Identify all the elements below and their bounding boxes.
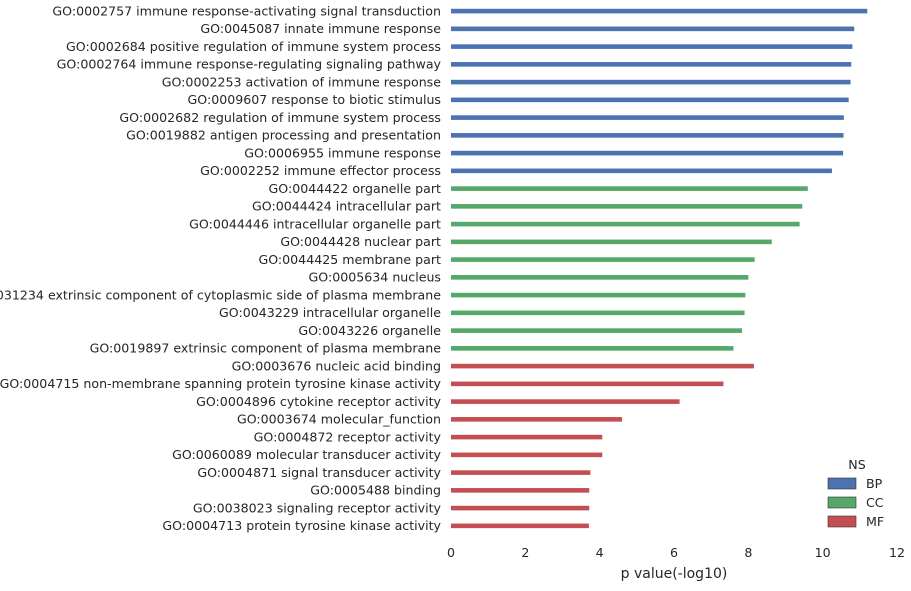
- x-tick-label: 8: [744, 545, 752, 560]
- category-label: GO:0060089 molecular transducer activity: [172, 447, 441, 462]
- category-label: GO:0002684 positive regulation of immune…: [66, 39, 441, 54]
- category-label: GO:0031234 extrinsic component of cytopl…: [0, 287, 441, 302]
- bar-cc: [451, 346, 734, 351]
- category-label: GO:0019882 antigen processing and presen…: [126, 128, 441, 143]
- category-label: GO:0044446 intracellular organelle part: [189, 216, 441, 231]
- bar-mf: [451, 488, 590, 493]
- bar-cc: [451, 310, 745, 316]
- category-labels: GO:0002757 immune response-activating si…: [0, 3, 442, 533]
- x-tick-label: 0: [447, 545, 455, 560]
- legend-swatch-bp: [827, 477, 857, 490]
- bar-cc: [451, 257, 755, 262]
- x-tick-label: 4: [596, 545, 604, 560]
- category-label: GO:0002682 regulation of immune system p…: [119, 110, 441, 125]
- category-label: GO:0005488 binding: [310, 483, 441, 498]
- bar-cc: [451, 292, 746, 298]
- category-label: GO:0002253 activation of immune response: [162, 74, 442, 89]
- category-label: GO:0044422 organelle part: [269, 181, 442, 196]
- bar-bp: [451, 44, 853, 49]
- x-tick-label: 2: [521, 545, 529, 560]
- bar-mf: [451, 470, 591, 475]
- category-label: GO:0003676 nucleic acid binding: [232, 358, 441, 373]
- bar-cc: [451, 328, 743, 333]
- category-label: GO:0043229 intracellular organelle: [219, 305, 441, 320]
- category-label: GO:0006955 immune response: [244, 145, 441, 160]
- legend: NS BP CC MF: [827, 457, 884, 529]
- category-label: GO:0045087 innate immune response: [200, 21, 441, 36]
- bar-bp: [451, 133, 844, 138]
- bar-bp: [451, 62, 852, 67]
- category-label: GO:0004872 receptor activity: [254, 429, 442, 444]
- bar-mf: [451, 399, 680, 404]
- bar-bp: [451, 26, 855, 32]
- bar-bp: [451, 97, 849, 103]
- category-label: GO:0002764 immune response-regulating si…: [57, 57, 442, 72]
- x-axis-title: p value(-log10): [621, 566, 728, 582]
- category-label: GO:0004871 signal transducer activity: [197, 465, 441, 480]
- category-label: GO:0044424 intracellular part: [252, 199, 441, 214]
- bar-cc: [451, 186, 808, 191]
- bar-bp: [451, 150, 844, 156]
- bar-cc: [451, 221, 800, 227]
- legend-label-cc: CC: [866, 495, 884, 510]
- bar-bp: [451, 79, 851, 85]
- category-label: GO:0004713 protein tyrosine kinase activ…: [162, 518, 441, 533]
- x-tick-label: 10: [815, 545, 831, 560]
- category-label: GO:0004896 cytokine receptor activity: [196, 394, 441, 409]
- bar-mf: [451, 452, 603, 458]
- legend-title: NS: [848, 457, 865, 472]
- bar-mf: [451, 363, 754, 369]
- bar-bp: [451, 115, 844, 120]
- category-label: GO:0038023 signaling receptor activity: [193, 500, 442, 515]
- bar-mf: [451, 505, 590, 511]
- category-label: GO:0044425 membrane part: [258, 252, 441, 267]
- bar-cc: [451, 204, 803, 209]
- category-label: GO:0043226 organelle: [298, 323, 441, 338]
- category-label: GO:0044428 nuclear part: [280, 234, 441, 249]
- bar-cc: [451, 275, 749, 280]
- category-label: GO:0004715 non-membrane spanning protein…: [0, 376, 442, 391]
- x-tick-label: 6: [670, 545, 678, 560]
- bar-mf: [451, 523, 589, 529]
- category-label: GO:0002252 immune effector process: [200, 163, 441, 178]
- bar-bp: [451, 168, 832, 174]
- legend-entries: BP CC MF: [827, 476, 884, 529]
- category-label: GO:0009607 response to biotic stimulus: [188, 92, 442, 107]
- legend-label-bp: BP: [866, 476, 883, 491]
- legend-swatch-mf: [827, 515, 857, 528]
- x-tick-label: 12: [889, 545, 905, 560]
- category-label: GO:0005634 nucleus: [309, 270, 441, 285]
- bars-layer: [451, 8, 868, 529]
- legend-swatch-cc: [827, 496, 857, 509]
- category-label: GO:0019897 extrinsic component of plasma…: [90, 341, 442, 356]
- legend-label-mf: MF: [866, 514, 884, 529]
- bar-bp: [451, 8, 868, 14]
- category-label: GO:0002757 immune response-activating si…: [52, 3, 441, 18]
- x-axis-ticks: 0 2 4 6 8 10 12: [447, 545, 905, 560]
- category-label: GO:0003674 molecular_function: [237, 412, 441, 427]
- bar-mf: [451, 381, 724, 387]
- bar-mf: [451, 417, 622, 422]
- bar-cc: [451, 239, 772, 245]
- bar-mf: [451, 434, 603, 440]
